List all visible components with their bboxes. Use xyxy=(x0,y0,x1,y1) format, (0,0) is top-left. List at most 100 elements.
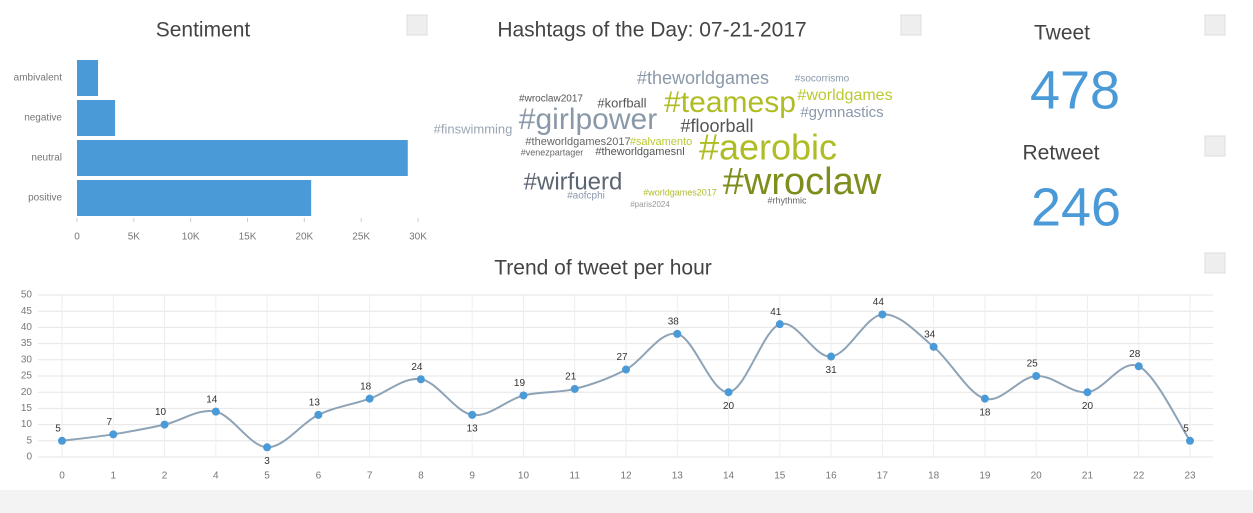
hashtag: #gymnastics xyxy=(800,104,883,121)
x-tick-label: 17 xyxy=(877,471,889,482)
point xyxy=(1134,362,1143,371)
hashtag: #theworldgames2017 xyxy=(525,136,630,148)
data-label: 24 xyxy=(411,362,423,373)
hashtag: #worldgames2017 xyxy=(643,187,717,197)
metric-value: 478 xyxy=(1030,60,1120,120)
y-tick-label: 35 xyxy=(21,338,33,349)
point xyxy=(109,430,118,439)
hashtag: #socorrismo xyxy=(795,74,850,85)
point xyxy=(622,365,630,374)
x-tick-label: 25K xyxy=(352,232,370,243)
filter-button[interactable] xyxy=(1204,252,1226,274)
y-tick-label: 15 xyxy=(21,403,33,414)
x-tick-label: 15 xyxy=(774,471,786,482)
filter-button[interactable] xyxy=(1204,14,1226,36)
bar xyxy=(77,180,312,216)
metric-label: Tweet xyxy=(1034,22,1090,45)
point xyxy=(980,394,989,403)
x-tick-label: 0 xyxy=(59,471,65,482)
point xyxy=(211,407,220,416)
point xyxy=(775,320,784,329)
filter-button[interactable] xyxy=(406,14,428,36)
hashtag: #aerobic xyxy=(699,127,837,168)
data-label: 44 xyxy=(873,297,885,308)
y-tick-label: 5 xyxy=(26,435,32,446)
x-tick-label: 11 xyxy=(570,471,581,482)
bar xyxy=(77,140,408,176)
data-label: 20 xyxy=(723,401,735,412)
data-label: 10 xyxy=(155,407,167,418)
y-tick-label: ambivalent xyxy=(14,73,63,84)
point xyxy=(878,310,887,319)
point xyxy=(724,388,733,397)
y-tick-label: 45 xyxy=(21,306,33,317)
x-tick-label: 12 xyxy=(620,471,632,482)
data-label: 27 xyxy=(616,352,628,363)
data-label: 13 xyxy=(309,398,321,409)
data-label: 25 xyxy=(1027,359,1039,370)
filter-button[interactable] xyxy=(900,14,922,36)
data-label: 20 xyxy=(1082,401,1094,412)
chart-title: Sentiment xyxy=(156,19,251,42)
x-tick-label: 19 xyxy=(979,471,991,482)
y-tick-label: 40 xyxy=(21,322,33,333)
x-tick-label: 13 xyxy=(672,471,684,482)
data-label: 7 xyxy=(106,417,112,428)
data-label: 28 xyxy=(1129,349,1141,360)
x-tick-label: 9 xyxy=(469,471,475,482)
metric-label: Retweet xyxy=(1022,142,1099,165)
x-tick-label: 23 xyxy=(1184,471,1196,482)
x-tick-label: 21 xyxy=(1082,471,1094,482)
y-tick-label: 50 xyxy=(21,290,33,301)
data-label: 3 xyxy=(264,456,270,467)
point xyxy=(263,443,272,452)
hashtag: #salvamento xyxy=(630,136,692,148)
hashtag: #teamesp xyxy=(664,86,796,119)
footer-band xyxy=(0,490,1253,513)
hashtag: #floorball xyxy=(680,116,753,136)
x-tick-label: 10K xyxy=(182,232,200,243)
data-label: 5 xyxy=(55,423,61,434)
x-tick-label: 1 xyxy=(110,471,116,482)
data-label: 13 xyxy=(467,424,479,435)
filter-button[interactable] xyxy=(1204,135,1226,157)
point xyxy=(1186,436,1194,445)
x-tick-label: 5 xyxy=(264,471,270,482)
point xyxy=(160,420,169,429)
x-tick-label: 16 xyxy=(826,471,838,482)
x-tick-label: 30K xyxy=(409,232,427,243)
x-tick-label: 14 xyxy=(723,471,735,482)
hashtag: #venezpartager xyxy=(521,147,584,157)
data-label: 41 xyxy=(770,307,782,318)
y-tick-label: negative xyxy=(24,113,62,124)
filter-icons[interactable] xyxy=(406,14,1226,274)
hashtag: #aofcphi xyxy=(567,191,605,202)
x-tick-label: 6 xyxy=(316,471,322,482)
x-tick-label: 18 xyxy=(928,471,940,482)
x-tick-label: 4 xyxy=(213,471,219,482)
chart-title: Trend of tweet per hour xyxy=(494,257,712,280)
point xyxy=(365,394,374,403)
bar xyxy=(77,100,116,136)
x-tick-label: 2 xyxy=(162,471,168,482)
wordcloud: #girlpower#teamesp #aerobic#wroclaw #wirfu… xyxy=(434,68,893,209)
point xyxy=(673,329,682,338)
point xyxy=(519,391,528,400)
hashtag: #rhythmic xyxy=(767,195,807,205)
x-tick-label: 10 xyxy=(518,471,530,482)
point xyxy=(58,436,66,445)
x-tick-label: 20 xyxy=(1031,471,1043,482)
y-tick-label: 25 xyxy=(21,371,33,382)
data-label: 5 xyxy=(1183,423,1189,434)
x-tick-label: 20K xyxy=(295,232,313,243)
point xyxy=(827,352,836,361)
hashtag: #wroclaw xyxy=(723,161,882,203)
hashtag: #korfball xyxy=(597,95,646,110)
y-tick-label: 0 xyxy=(26,452,32,463)
x-tick-label: 15K xyxy=(239,232,257,243)
y-tick-label: positive xyxy=(28,193,62,204)
y-tick-label: 10 xyxy=(21,419,33,430)
point xyxy=(468,410,477,419)
